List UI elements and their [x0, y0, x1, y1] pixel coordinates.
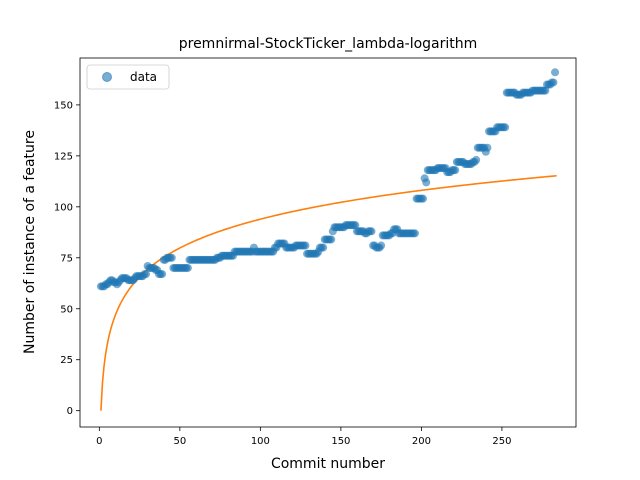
data-point	[410, 229, 419, 238]
data-point	[158, 270, 167, 279]
data-point	[301, 241, 310, 250]
x-tick-label: 150	[331, 436, 350, 447]
x-tick-label: 0	[96, 436, 102, 447]
legend-marker-data	[102, 72, 112, 82]
data-point	[451, 166, 460, 175]
data-point	[377, 241, 386, 250]
data-point	[551, 68, 560, 77]
data-point	[549, 78, 558, 87]
x-axis-ticks: 0 50 100 150 200 250	[96, 427, 511, 447]
data-point	[422, 178, 431, 187]
data-point	[327, 235, 336, 244]
fit-line-layer	[100, 174, 557, 411]
data-point	[367, 227, 376, 236]
fit-line	[100, 174, 557, 411]
data-point	[501, 123, 510, 132]
y-tick-label: 0	[67, 406, 73, 417]
legend-label-data: data	[130, 70, 157, 84]
data-points-layer	[96, 68, 560, 291]
data-point	[183, 263, 192, 272]
legend: data	[86, 64, 170, 90]
y-tick-label: 150	[54, 100, 73, 111]
legend-box	[86, 64, 170, 90]
x-tick-label: 200	[412, 436, 431, 447]
y-tick-label: 75	[60, 253, 73, 264]
y-tick-label: 100	[54, 202, 73, 213]
data-point	[319, 243, 328, 252]
data-point	[419, 194, 428, 203]
x-tick-label: 250	[492, 436, 511, 447]
data-point	[351, 221, 360, 230]
x-axis-label: Commit number	[271, 456, 385, 472]
y-axis-ticks: 0 25 50 75 100 125 150	[54, 100, 80, 417]
x-tick-label: 100	[251, 436, 270, 447]
y-tick-label: 25	[60, 355, 73, 366]
data-point	[142, 270, 151, 279]
y-tick-label: 50	[60, 304, 73, 315]
x-tick-label: 50	[173, 436, 186, 447]
data-point	[167, 253, 176, 262]
data-point	[541, 86, 550, 95]
y-tick-label: 125	[54, 151, 73, 162]
data-point	[472, 155, 481, 164]
y-axis-label: Number of instance of a feature	[22, 130, 38, 354]
data-point	[483, 143, 492, 152]
plot-frame	[79, 57, 577, 428]
chart-title: premnirmal-StockTicker_lambda-logarithm	[179, 36, 478, 52]
